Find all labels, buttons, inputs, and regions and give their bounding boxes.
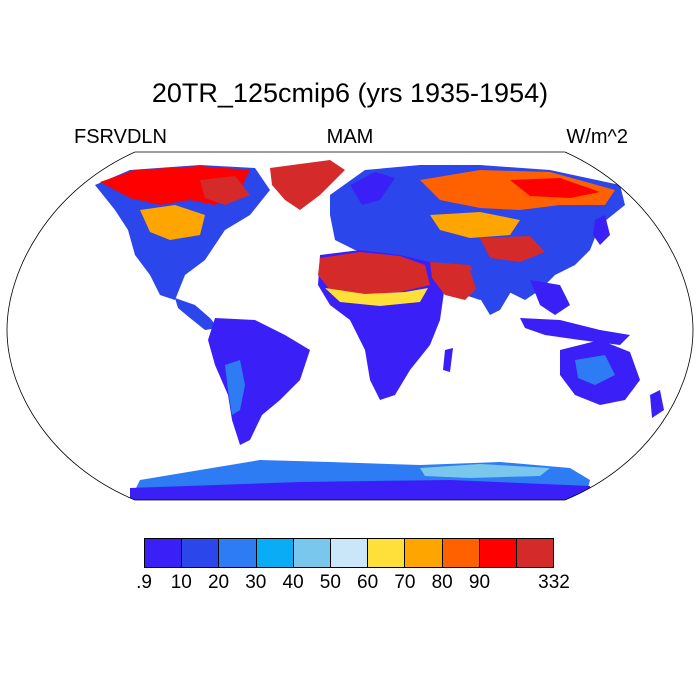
colorbar-box (256, 539, 294, 567)
scandinavia (350, 172, 395, 205)
colorbar (144, 538, 554, 568)
colorbar-tick-label: 10 (170, 572, 192, 593)
map-border (6, 151, 694, 501)
map-title: 20TR_125cmip6 (yrs 1935-1954) (151, 78, 549, 108)
colorbar-box (442, 539, 480, 567)
madagascar (443, 348, 453, 372)
siberia (420, 170, 615, 210)
colorbar-box (368, 539, 406, 567)
arabia (430, 262, 480, 300)
se-asia (530, 280, 570, 315)
colorbar-tick-label: 90 (468, 572, 491, 593)
siberia-core (510, 178, 600, 198)
colorbar-tick-label: 50 (319, 572, 341, 593)
new-zealand (650, 390, 664, 418)
colorbar-tick-label: 80 (431, 572, 453, 593)
colorbar-box (479, 539, 517, 567)
india (470, 268, 515, 315)
australia-interior (575, 355, 615, 385)
south-america-highlands (225, 360, 245, 415)
colorbar-tick-label: 70 (394, 572, 416, 593)
variable-label: FSRVDLN (74, 126, 167, 148)
sahara (318, 252, 430, 295)
colorbar-tick-label: 30 (245, 572, 267, 593)
sahel (325, 288, 428, 306)
colorbar-tick-label: .9 (136, 572, 152, 593)
japan (593, 215, 610, 245)
colorbar-tick-label: 332 (538, 572, 570, 593)
season-label: MAM (326, 126, 374, 148)
antarctica-plateau (420, 464, 550, 478)
antarctica-coast (130, 480, 590, 500)
south-america (208, 318, 310, 445)
tibet (480, 236, 545, 262)
colorbar-tick-label: 40 (282, 572, 304, 593)
colorbar-box (516, 539, 554, 567)
central-asia (430, 212, 520, 238)
colorbar-labels: .9 10 20 30 40 50 60 70 80 90 332 (0, 572, 700, 598)
colorbar-box (405, 539, 443, 567)
greenland (270, 160, 345, 210)
colorbar-tick-label: 20 (207, 572, 230, 593)
north-america-plains (140, 205, 205, 240)
colorbar-box (330, 539, 369, 567)
north-america-canada-shield (200, 176, 250, 205)
colorbar-box (145, 539, 183, 567)
units-label: W/m^2 (566, 126, 628, 148)
colorbar-tick-label: 60 (357, 572, 379, 593)
indonesia (520, 318, 630, 345)
central-america (175, 298, 218, 330)
colorbar-box (219, 539, 257, 567)
colorbar-box (182, 539, 220, 567)
colorbar-box (293, 539, 331, 567)
